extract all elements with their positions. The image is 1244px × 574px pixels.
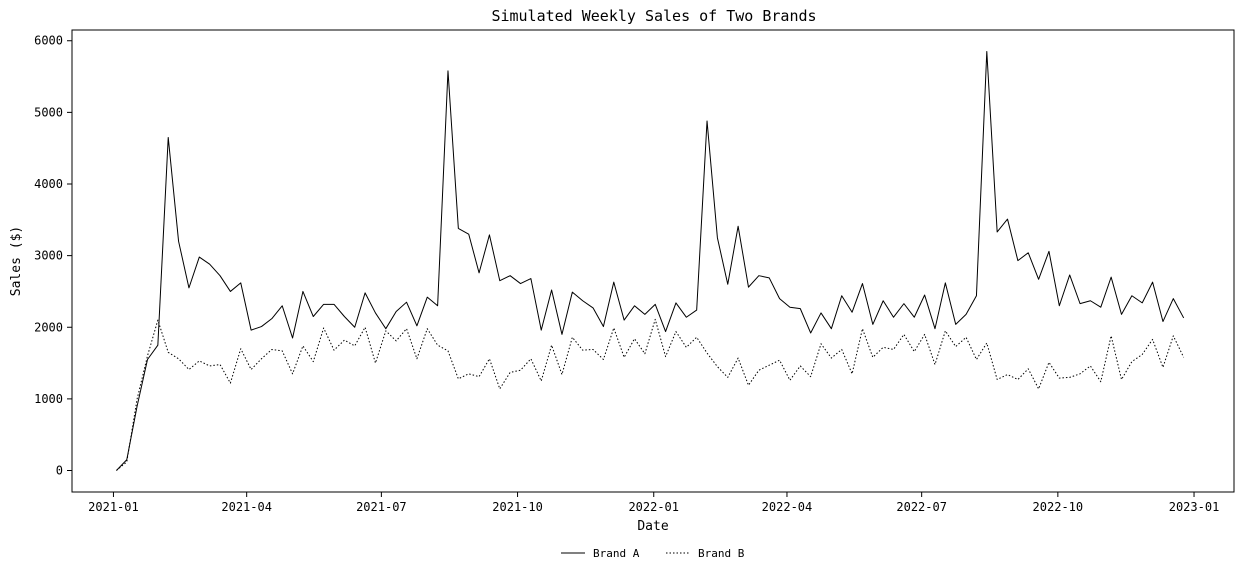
y-tick-label: 3000 — [34, 249, 63, 263]
legend-label: Brand A — [593, 547, 640, 560]
chart-title: Simulated Weekly Sales of Two Brands — [491, 7, 816, 25]
y-tick-label: 4000 — [34, 177, 63, 191]
x-tick-label: 2022-01 — [628, 500, 679, 514]
legend-label: Brand B — [698, 547, 745, 560]
x-tick-label: 2021-10 — [492, 500, 543, 514]
x-tick-label: 2022-07 — [896, 500, 947, 514]
x-axis-label: Date — [637, 519, 668, 534]
x-tick-label: 2021-04 — [221, 500, 272, 514]
y-axis-label: Sales ($) — [9, 226, 24, 296]
y-tick-label: 6000 — [34, 34, 63, 48]
y-tick-label: 2000 — [34, 320, 63, 334]
plot-frame — [71, 29, 1235, 493]
series-line-brand-a — [116, 50, 1185, 471]
x-tick-label: 2023-01 — [1169, 500, 1220, 514]
series-layer — [116, 50, 1185, 471]
y-tick-label: 0 — [56, 464, 63, 478]
legend: Brand A Brand B — [561, 547, 745, 560]
x-tick-label: 2022-10 — [1033, 500, 1084, 514]
y-tick-label: 1000 — [34, 392, 63, 406]
x-axis: 2021-01 2021-04 2021-07 2021-10 2022-01 2022-… — [88, 492, 1219, 514]
y-tick-label: 5000 — [34, 105, 63, 119]
x-tick-label: 2021-07 — [356, 500, 407, 514]
x-tick-label: 2022-04 — [762, 500, 813, 514]
x-tick-label: 2021-01 — [88, 500, 139, 514]
series-line-brand-b — [116, 318, 1185, 471]
y-axis: 0 1000 2000 3000 4000 5000 6000 — [34, 34, 72, 478]
